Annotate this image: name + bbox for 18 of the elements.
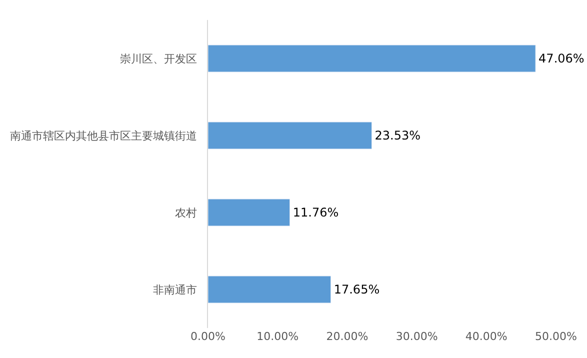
bar bbox=[208, 198, 290, 226]
bar bbox=[208, 122, 372, 150]
data-label: 17.65% bbox=[334, 282, 380, 296]
data-label: 47.06% bbox=[538, 52, 584, 66]
data-label: 23.53% bbox=[374, 128, 421, 142]
y-tick-label: 崇川区、开发区 bbox=[120, 52, 197, 66]
bar bbox=[208, 44, 536, 72]
data-label: 11.76% bbox=[292, 206, 339, 220]
y-tick-label: 非南通市 bbox=[152, 283, 197, 296]
x-tick-label: 0.00% bbox=[190, 330, 226, 343]
x-tick-label: 40.00% bbox=[465, 330, 508, 343]
y-tick-label: 农村 bbox=[174, 206, 197, 220]
y-tick-label: 南通市辖区内其他县市区主要城镇街道 bbox=[10, 129, 197, 142]
x-tick-label: 10.00% bbox=[256, 330, 299, 343]
bar bbox=[208, 276, 332, 304]
x-tick-label: 20.00% bbox=[326, 330, 368, 343]
x-tick-label: 50.00% bbox=[535, 330, 577, 343]
x-tick-label: 30.00% bbox=[396, 330, 438, 343]
